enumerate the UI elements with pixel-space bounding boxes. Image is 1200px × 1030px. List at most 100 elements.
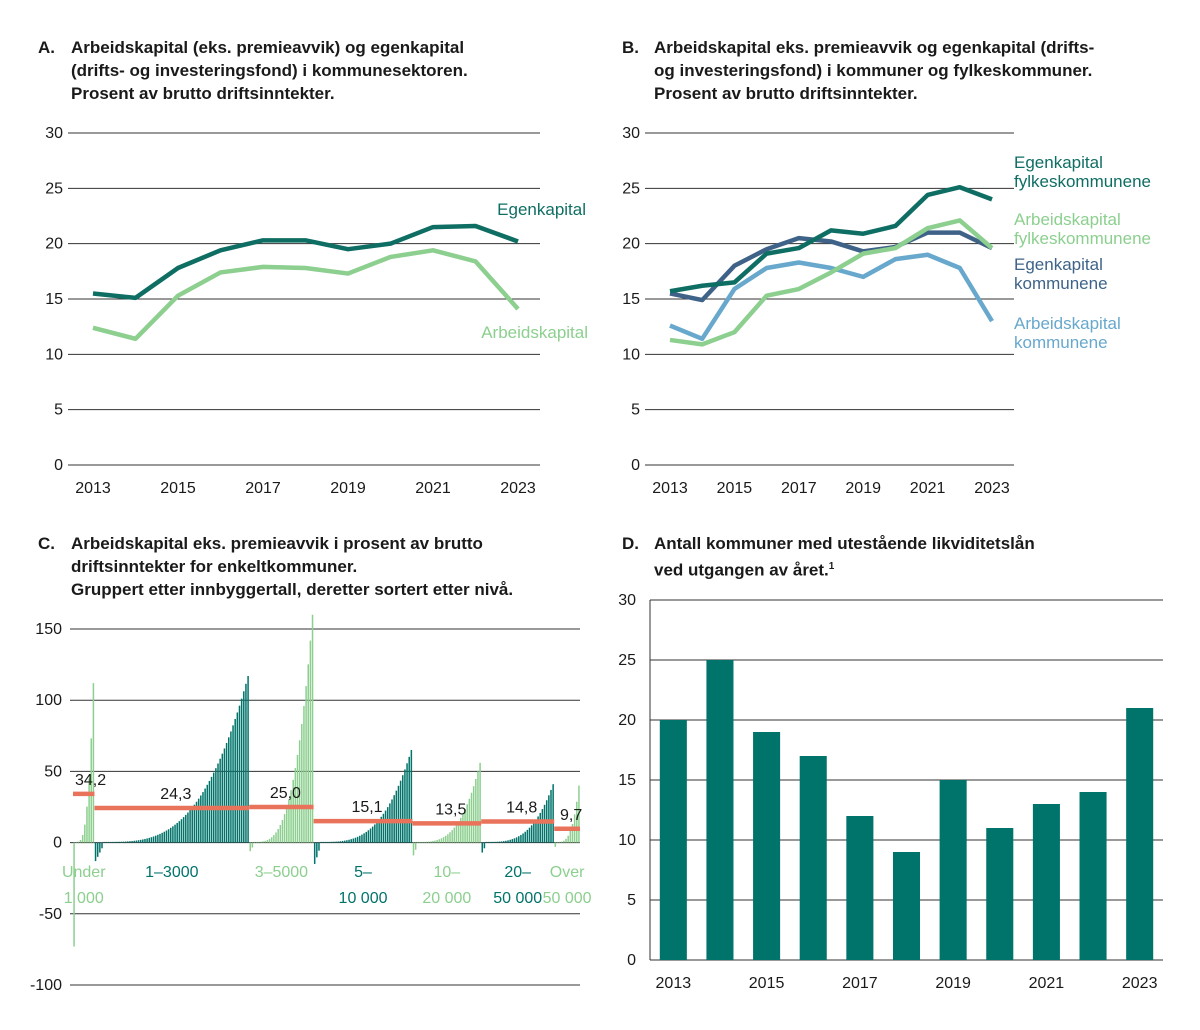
- kommune-bar: [165, 830, 168, 843]
- kommune-bar: [496, 841, 499, 843]
- kommune-bar: [225, 742, 228, 843]
- kommune-bar: [193, 804, 196, 843]
- kommune-bar: [318, 842, 320, 851]
- kommune-bar: [232, 725, 234, 843]
- kommune-bar: [515, 837, 518, 843]
- kommune-bar: [281, 819, 284, 843]
- kommune-bar: [485, 841, 488, 843]
- kommune-bar: [429, 841, 432, 843]
- kommune-bar: [129, 841, 131, 843]
- kommune-bar: [240, 698, 243, 843]
- kommune-bar: [127, 841, 129, 843]
- kommune-bar: [202, 792, 204, 843]
- kommune-bar: [520, 834, 522, 843]
- group-label: 20–: [504, 864, 531, 881]
- kommune-bar: [346, 840, 348, 843]
- kommune-bar: [558, 841, 561, 843]
- kommune-bar: [148, 837, 151, 843]
- y-tick-label: 10: [618, 832, 636, 849]
- bar: [659, 720, 687, 960]
- kommune-bar: [217, 763, 219, 843]
- kommune-bar: [533, 822, 535, 843]
- kommune-bar: [528, 827, 531, 843]
- kommune-bar: [313, 842, 316, 864]
- y-tick-label: 0: [631, 457, 640, 474]
- kommune-bar: [384, 810, 387, 843]
- kommune-bar: [537, 816, 539, 843]
- panel-d-footnote-marker: 1: [828, 561, 835, 572]
- kommune-bar: [502, 841, 505, 843]
- kommune-bar: [307, 664, 309, 843]
- kommune-bar: [105, 841, 108, 843]
- kommune-bar: [290, 790, 292, 843]
- kommune-bar: [350, 839, 352, 843]
- kommune-bar: [99, 842, 101, 853]
- y-tick-label: 20: [618, 712, 636, 729]
- y-tick-label: 10: [622, 346, 640, 363]
- kommune-bar: [215, 768, 217, 843]
- x-tick-label: 2023: [1122, 975, 1158, 992]
- kommune-bar: [554, 842, 557, 847]
- x-tick-label: 2017: [245, 480, 281, 497]
- kommune-bar: [251, 842, 254, 848]
- series-label: Arbeidskapital: [481, 323, 588, 342]
- series-label: Egenkapital: [1014, 153, 1103, 172]
- kommune-bar: [487, 841, 490, 843]
- kommune-bar: [163, 831, 166, 843]
- kommune-bar: [509, 839, 511, 843]
- group-mean-label: 13,5: [435, 801, 466, 818]
- kommune-bar: [178, 821, 181, 843]
- x-tick-label: 2023: [500, 480, 536, 497]
- series-label: fylkeskommunene: [1014, 229, 1151, 248]
- kommune-bar: [567, 835, 569, 843]
- kommune-bar: [169, 827, 172, 843]
- kommune-bar: [234, 719, 236, 843]
- kommune-bar: [159, 833, 161, 843]
- kommune-bar: [359, 835, 361, 843]
- kommune-bar: [266, 840, 269, 843]
- kommune-bar: [204, 788, 206, 843]
- kommune-bar: [230, 731, 232, 843]
- x-tick-label: 2017: [781, 480, 817, 497]
- x-tick-label: 2019: [845, 480, 881, 497]
- kommune-bar: [243, 691, 245, 843]
- kommune-bar: [219, 758, 221, 843]
- kommune-bar: [406, 763, 408, 843]
- kommune-bar: [309, 640, 312, 843]
- kommune-bar: [550, 789, 552, 843]
- kommune-bar: [356, 836, 359, 843]
- kommune-bar: [288, 799, 290, 843]
- panel-c-letter: C.: [38, 534, 55, 553]
- kommune-bar: [182, 817, 185, 843]
- series-line: [669, 230, 993, 303]
- kommune-bar: [275, 832, 277, 843]
- kommune-bar: [228, 737, 230, 843]
- kommune-bar: [103, 841, 105, 843]
- x-tick-label: 2023: [974, 480, 1010, 497]
- kommune-bar: [354, 837, 357, 843]
- y-tick-label: 15: [618, 772, 636, 789]
- kommune-bar: [565, 838, 567, 843]
- kommune-bar: [107, 841, 110, 843]
- kommune-bar: [311, 614, 314, 843]
- kommune-bar: [548, 795, 550, 843]
- kommune-bar: [187, 812, 189, 843]
- kommune-bar: [369, 828, 372, 843]
- kommune-bar: [395, 790, 398, 843]
- kommune-bar: [88, 778, 90, 843]
- kommune-bar: [571, 823, 574, 843]
- kommune-bar: [320, 841, 322, 843]
- y-tick-label: 30: [45, 125, 63, 142]
- kommune-bar: [298, 740, 301, 843]
- kommune-bar: [365, 831, 367, 843]
- group-mean-label: 14,8: [506, 800, 537, 817]
- kommune-bar: [410, 750, 413, 843]
- panel-d-letter: D.: [622, 534, 639, 553]
- kommune-bar: [122, 841, 125, 843]
- kommune-bar: [260, 841, 262, 843]
- kommune-bar: [283, 814, 286, 843]
- kommune-bar: [367, 830, 370, 843]
